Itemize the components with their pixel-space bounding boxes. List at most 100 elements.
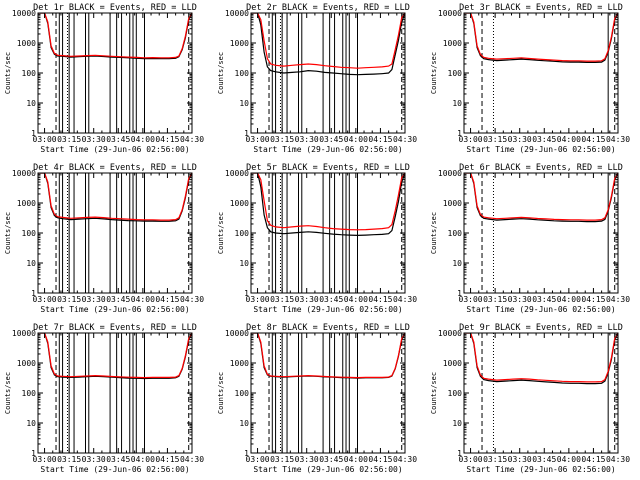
x-tick-label: 04:30 [606, 455, 630, 464]
y-tick-label: 1 [244, 449, 249, 458]
x-axis-label: Start Time (29-Jun-06 02:56:00) [466, 465, 615, 474]
x-tick-label: 03:30 [508, 135, 532, 144]
y-tick-label: 10000 [12, 329, 36, 338]
series-events [38, 333, 192, 380]
x-tick-label: 04:00 [344, 295, 368, 304]
panel-det-7: Det 7r BLACK = Events, RED = LLD 1 10 100 10… [4, 323, 204, 474]
y-tick-label: 100 [448, 229, 463, 238]
x-tick-label: 04:00 [557, 135, 581, 144]
panel-title: Det 9r BLACK = Events, RED = LLD [459, 323, 623, 333]
y-axis-label: Counts/sec [4, 372, 12, 414]
series-lld [464, 173, 618, 221]
x-tick-label: 03:45 [319, 455, 343, 464]
series-lld [38, 333, 192, 379]
panel-title: Det 5r BLACK = Events, RED = LLD [246, 163, 410, 173]
x-tick-label: 04:15 [368, 295, 392, 304]
x-tick-label: 03:15 [483, 135, 507, 144]
y-axis-label: Counts/sec [217, 372, 225, 414]
y-tick-label: 1000 [443, 199, 462, 208]
y-tick-label: 1000 [230, 359, 249, 368]
x-tick-label: 03:00 [33, 455, 57, 464]
y-tick-label: 10000 [438, 329, 462, 338]
y-tick-label: 1 [244, 129, 249, 138]
y-tick-label: 1000 [17, 359, 36, 368]
series-lld [251, 173, 405, 231]
x-tick-label: 04:30 [393, 135, 417, 144]
x-tick-label: 04:00 [344, 135, 368, 144]
series-lld [251, 13, 405, 69]
x-tick-label: 03:30 [82, 135, 106, 144]
x-tick-label: 03:00 [33, 295, 57, 304]
x-tick-label: 03:15 [483, 455, 507, 464]
x-tick-label: 04:30 [180, 135, 204, 144]
y-tick-label: 1 [31, 449, 36, 458]
panel-title: Det 8r BLACK = Events, RED = LLD [246, 323, 410, 333]
y-tick-label: 10 [452, 99, 462, 108]
y-tick-label: 10000 [438, 169, 462, 178]
panel-det-4: Det 4r BLACK = Events, RED = LLD 1 10 100 10… [4, 163, 204, 314]
x-tick-label: 04:15 [581, 135, 605, 144]
x-tick-label: 03:15 [270, 295, 294, 304]
plot-frame [463, 332, 619, 454]
panel-det-3: Det 3r BLACK = Events, RED = LLD 1 10 100 10… [430, 3, 630, 154]
panel-title: Det 3r BLACK = Events, RED = LLD [459, 3, 623, 13]
series-lld [38, 173, 192, 221]
x-tick-label: 03:45 [532, 135, 556, 144]
x-tick-label: 03:45 [106, 295, 130, 304]
plot-frame [250, 332, 406, 454]
panel-title: Det 1r BLACK = Events, RED = LLD [33, 3, 197, 13]
y-axis-label: Counts/sec [430, 52, 438, 94]
y-axis-label: Counts/sec [430, 212, 438, 254]
x-tick-label: 03:15 [57, 455, 81, 464]
x-tick-label: 04:15 [368, 455, 392, 464]
x-tick-label: 04:15 [581, 455, 605, 464]
x-tick-label: 03:00 [33, 135, 57, 144]
x-axis-label: Start Time (29-Jun-06 02:56:00) [40, 145, 189, 154]
y-tick-label: 1 [457, 129, 462, 138]
panel-title: Det 7r BLACK = Events, RED = LLD [33, 323, 197, 333]
x-tick-label: 04:15 [155, 295, 179, 304]
x-tick-label: 04:30 [606, 135, 630, 144]
y-tick-label: 10000 [225, 9, 249, 18]
series-events [251, 333, 405, 379]
y-tick-label: 10000 [12, 9, 36, 18]
plot-data [464, 173, 618, 293]
y-tick-label: 1 [31, 289, 36, 298]
x-tick-label: 03:45 [106, 135, 130, 144]
plot-data [38, 173, 192, 293]
x-axis-label: Start Time (29-Jun-06 02:56:00) [253, 305, 402, 314]
x-tick-label: 03:45 [106, 455, 130, 464]
x-tick-label: 04:15 [581, 295, 605, 304]
series-lld [251, 333, 405, 379]
plot-frame [37, 172, 193, 294]
plot-data [251, 13, 405, 133]
x-tick-label: 04:30 [393, 455, 417, 464]
y-tick-label: 1000 [230, 39, 249, 48]
x-tick-label: 03:45 [319, 135, 343, 144]
y-tick-label: 1000 [230, 199, 249, 208]
plot-data [38, 333, 192, 453]
x-tick-label: 03:15 [57, 295, 81, 304]
x-tick-label: 03:00 [246, 135, 270, 144]
panel-title: Det 6r BLACK = Events, RED = LLD [459, 163, 623, 173]
y-tick-label: 10000 [12, 169, 36, 178]
x-tick-label: 03:30 [508, 295, 532, 304]
y-axis-label: Counts/sec [217, 212, 225, 254]
y-axis-label: Counts/sec [4, 52, 12, 94]
y-tick-label: 10 [239, 99, 249, 108]
x-tick-label: 04:00 [131, 455, 155, 464]
x-tick-label: 03:45 [319, 295, 343, 304]
x-tick-label: 03:45 [532, 295, 556, 304]
y-tick-label: 1 [457, 289, 462, 298]
x-tick-label: 03:15 [270, 455, 294, 464]
y-axis-label: Counts/sec [4, 212, 12, 254]
panel-det-6: Det 6r BLACK = Events, RED = LLD 1 10 100 10… [430, 163, 630, 314]
x-tick-label: 03:45 [532, 455, 556, 464]
x-axis-label: Start Time (29-Jun-06 02:56:00) [466, 145, 615, 154]
x-tick-label: 04:00 [344, 455, 368, 464]
y-tick-label: 100 [22, 69, 37, 78]
y-tick-label: 1 [457, 449, 462, 458]
panel-det-5: Det 5r BLACK = Events, RED = LLD 1 10 100 10… [217, 163, 417, 314]
plot-data [38, 13, 192, 133]
y-tick-label: 100 [235, 229, 250, 238]
